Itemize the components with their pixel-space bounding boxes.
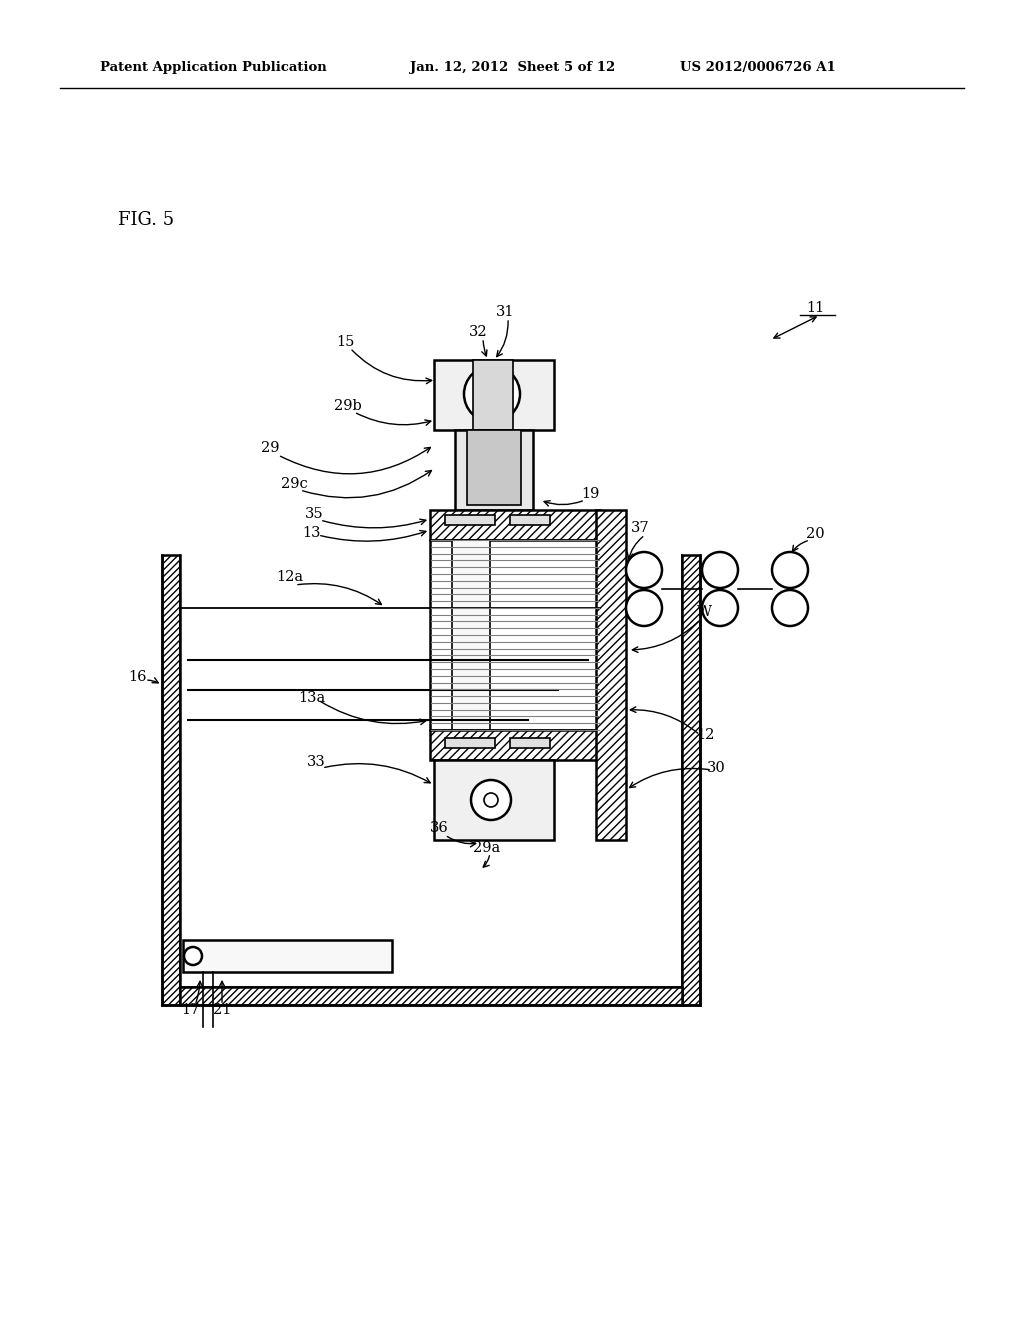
Circle shape <box>626 552 662 587</box>
Circle shape <box>702 552 738 587</box>
Circle shape <box>702 590 738 626</box>
Text: 17: 17 <box>181 1003 200 1016</box>
Text: 33: 33 <box>306 755 326 770</box>
Bar <box>455 430 534 510</box>
Bar <box>445 738 495 748</box>
Text: 21: 21 <box>213 1003 231 1016</box>
Circle shape <box>464 366 520 422</box>
Text: 13: 13 <box>303 525 322 540</box>
Circle shape <box>479 381 505 407</box>
Text: W: W <box>696 605 712 619</box>
Text: 30: 30 <box>707 762 725 775</box>
Bar <box>596 510 626 840</box>
Text: Jan. 12, 2012  Sheet 5 of 12: Jan. 12, 2012 Sheet 5 of 12 <box>410 62 615 74</box>
Text: 37: 37 <box>631 521 649 535</box>
Bar <box>452 540 490 730</box>
Text: 31: 31 <box>496 305 514 319</box>
Text: 12: 12 <box>696 729 714 742</box>
Text: 36: 36 <box>430 821 449 836</box>
Text: 19: 19 <box>581 487 599 502</box>
Bar <box>445 515 495 525</box>
Text: 29b: 29b <box>334 399 361 413</box>
Text: 12a: 12a <box>276 570 303 583</box>
Bar <box>430 540 600 730</box>
Text: Patent Application Publication: Patent Application Publication <box>100 62 327 74</box>
Text: 29c: 29c <box>281 477 307 491</box>
Circle shape <box>772 552 808 587</box>
Bar <box>183 940 392 972</box>
Text: 15: 15 <box>336 335 354 348</box>
Text: FIG. 5: FIG. 5 <box>118 211 174 228</box>
Text: 20: 20 <box>806 527 824 541</box>
Bar <box>430 730 600 760</box>
Circle shape <box>484 793 498 807</box>
Circle shape <box>184 946 202 965</box>
Circle shape <box>626 590 662 626</box>
Text: 29: 29 <box>261 441 280 455</box>
Bar <box>467 430 521 506</box>
Bar <box>434 760 554 840</box>
Text: 16: 16 <box>129 671 147 684</box>
Text: US 2012/0006726 A1: US 2012/0006726 A1 <box>680 62 836 74</box>
Text: 29a: 29a <box>473 841 501 855</box>
Text: 35: 35 <box>305 507 324 521</box>
Bar <box>162 554 180 1005</box>
Bar <box>682 554 700 1005</box>
Circle shape <box>471 780 511 820</box>
FancyBboxPatch shape <box>434 360 554 430</box>
Text: 13a: 13a <box>298 690 326 705</box>
Bar <box>510 738 550 748</box>
Bar <box>430 510 600 540</box>
Bar <box>510 515 550 525</box>
Text: 32: 32 <box>469 325 487 339</box>
Bar <box>180 987 682 1005</box>
Bar <box>473 360 513 430</box>
Text: 11: 11 <box>806 301 824 315</box>
Circle shape <box>772 590 808 626</box>
